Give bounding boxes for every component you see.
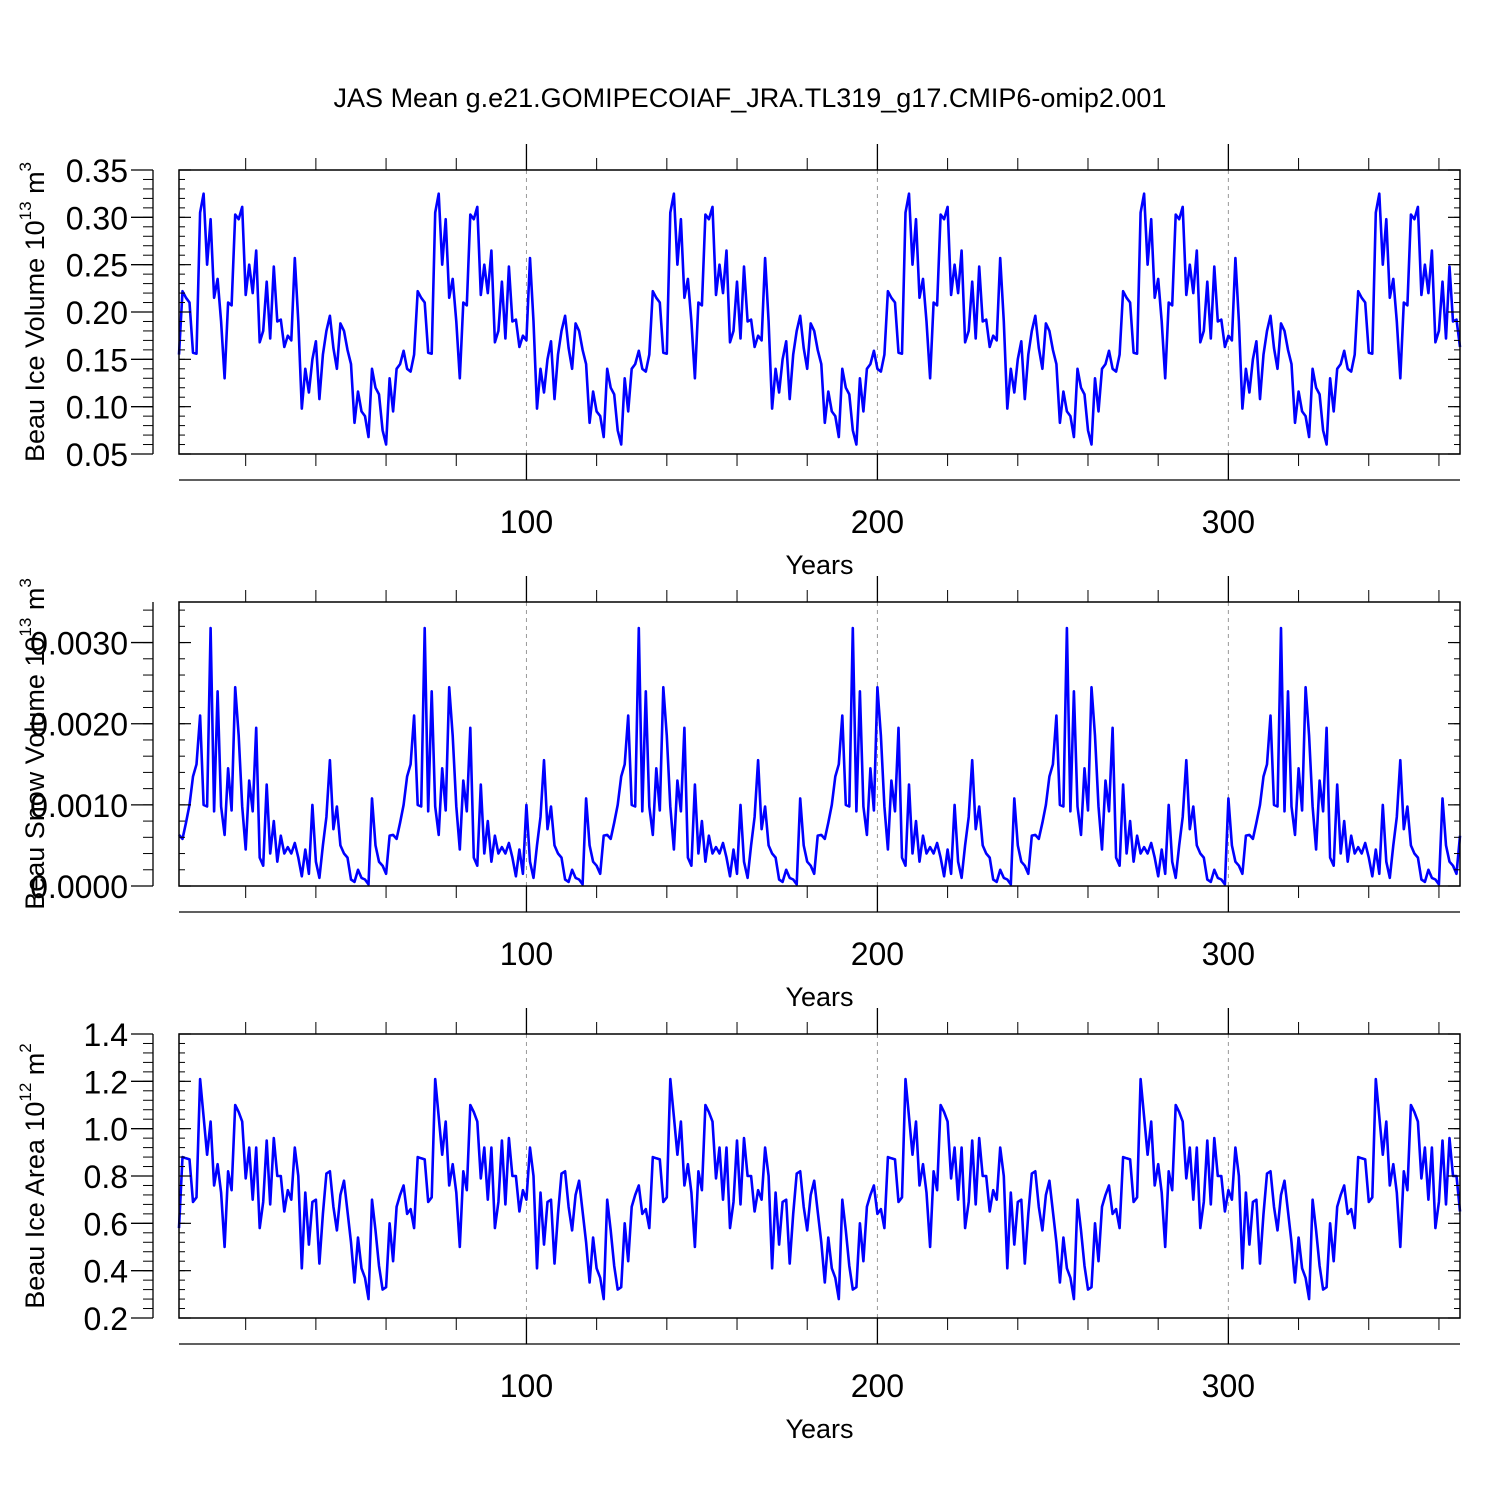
x-tick-label: 300: [1202, 504, 1255, 540]
x-axis-label: Years: [785, 1414, 853, 1444]
plot-frame: [178, 169, 1461, 455]
y-tick-label: 0.0010: [30, 788, 128, 824]
x-axis-label: Years: [785, 982, 853, 1012]
y-axis-label: Beau Ice Area 1012 m2: [16, 1043, 50, 1309]
y-tick-label: 0.0020: [30, 707, 128, 743]
y-tick-label: 0.10: [66, 390, 128, 426]
chart-panel-3: 0.2 0.4 0.6 0.8 1.0 1.2 1.4 100 200 300 Years Beau …: [16, 1008, 1462, 1444]
y-tick-label: 0.0000: [30, 869, 128, 905]
figure-title: JAS Mean g.e21.GOMIPECOIAF_JRA.TL319_g17…: [334, 83, 1167, 113]
y-tick-label: 1.4: [84, 1017, 128, 1053]
data-series-line: [178, 626, 1462, 886]
y-tick-label: 0.15: [66, 342, 128, 378]
y-tick-label: 0.8: [84, 1159, 128, 1195]
y-tick-label: 0.4: [84, 1254, 128, 1290]
y-tick-label: 0.05: [66, 437, 128, 473]
y-tick-label: 0.35: [66, 153, 128, 189]
y-tick-label: 0.30: [66, 200, 128, 236]
y-tick-label: 0.2: [84, 1301, 128, 1337]
y-tick-label: 0.6: [84, 1206, 128, 1242]
x-tick-label: 300: [1202, 1368, 1255, 1404]
x-tick-label: 200: [851, 1368, 904, 1404]
data-series-line: [177, 192, 1462, 446]
x-tick-label: 200: [851, 936, 904, 972]
plot-frame: [178, 601, 1461, 887]
x-tick-label: 300: [1202, 936, 1255, 972]
y-axis-label: Beau Ice Volume 1013 m3: [16, 162, 50, 462]
x-axis-label: Years: [785, 550, 853, 580]
chart-panel-2: 0.0000 0.0010 0.0020 0.0030 100 200 300 Years Be…: [16, 576, 1462, 1012]
y-tick-label: 1.2: [84, 1064, 128, 1100]
y-tick-label: 1.0: [84, 1112, 128, 1148]
x-tick-label: 100: [500, 504, 553, 540]
x-tick-label: 100: [500, 1368, 553, 1404]
y-tick-label: 0.25: [66, 248, 128, 284]
y-tick-label: 0.20: [66, 295, 128, 331]
data-series-line: [177, 1077, 1462, 1301]
y-axis-label: Beau Snow Volume 1013 m3: [16, 578, 50, 910]
x-tick-label: 100: [500, 936, 553, 972]
chart-panel-1: 0.05 0.10 0.15 0.20 0.25 0.30 0.35 100 200 300 Yea…: [16, 144, 1462, 580]
y-tick-label: 0.0030: [30, 626, 128, 662]
x-tick-label: 200: [851, 504, 904, 540]
